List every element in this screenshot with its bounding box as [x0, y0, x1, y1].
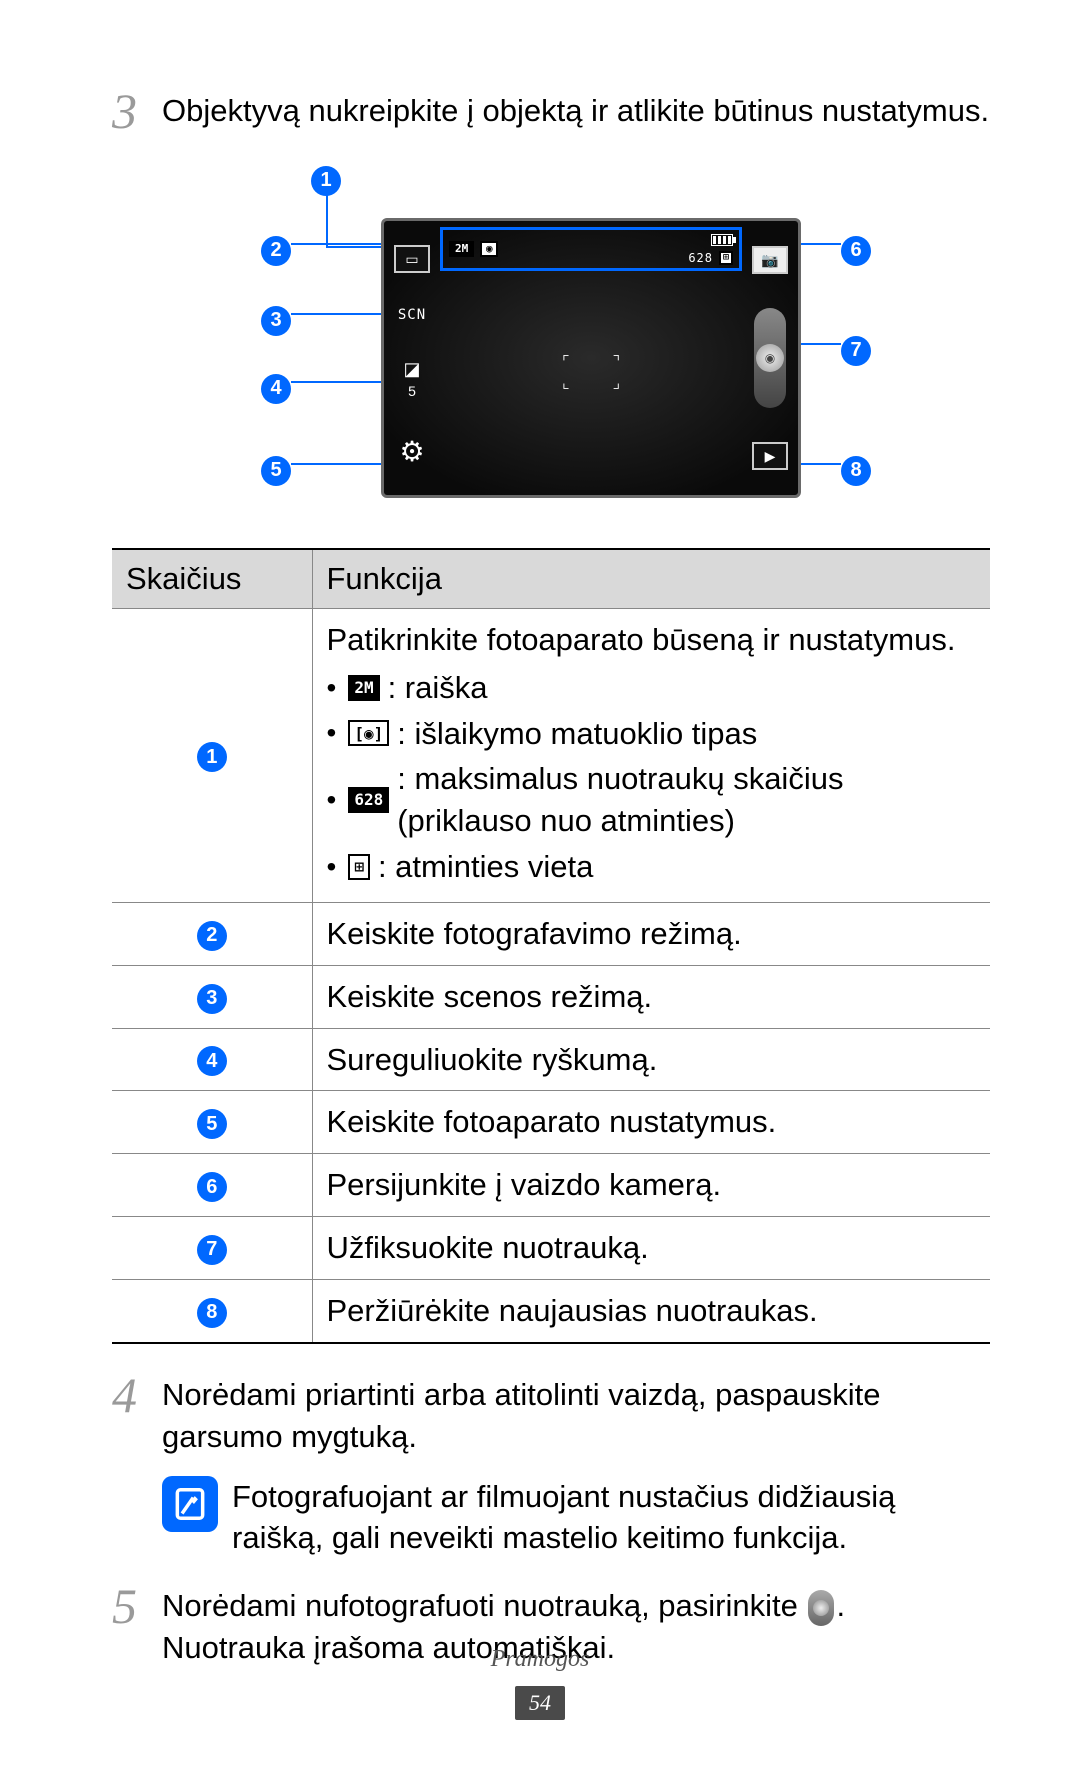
- storage-icon: ⊞: [719, 251, 733, 265]
- step-3-text: Objektyvą nukreipkite į objektą ir atlik…: [162, 90, 990, 132]
- function-table: Skaičius Funkcija 1 Patikrinkite fotoapa…: [112, 548, 990, 1344]
- callout-1-line-v: [326, 188, 328, 246]
- callout-6: 6: [841, 228, 871, 270]
- table-row-5: 5 Keiskite fotoaparato nustatymus.: [112, 1091, 990, 1154]
- row8-text: Peržiūrėkite naujausias nuotraukas.: [312, 1279, 990, 1342]
- note-text: Fotografuojant ar filmuojant nustačius d…: [232, 1476, 990, 1560]
- header-number: Skaičius: [112, 549, 312, 608]
- header-function: Funkcija: [312, 549, 990, 608]
- row1-b1: : raiška: [388, 667, 488, 709]
- camera-screen: 2M ◉ 628 ⊞ ▭ SCN ◪5 ⚙ 📷 ◉ ▶ ⌜⌝⌞⌟: [381, 218, 801, 498]
- row2-text: Keiskite fotografavimo režimą.: [312, 902, 990, 965]
- row5-badge: 5: [197, 1109, 227, 1139]
- step-3-number: 3: [112, 86, 162, 136]
- status-bar: 2M ◉ 628 ⊞: [440, 227, 742, 271]
- scene-mode-button[interactable]: SCN: [398, 306, 426, 325]
- callout-7: 7: [841, 328, 871, 370]
- row4-text: Sureguliuokite ryškumą.: [312, 1028, 990, 1091]
- resolution-icon: 2M: [449, 241, 474, 257]
- step-5-text-after: .: [836, 1588, 845, 1623]
- row3-text: Keiskite scenos režimą.: [312, 965, 990, 1028]
- table-row-3: 3 Keiskite scenos režimą.: [112, 965, 990, 1028]
- row1-b3: : maksimalus nuotraukų skaičius (priklau…: [397, 758, 976, 842]
- storage-mini-icon: ⊞: [348, 854, 370, 880]
- play-icon: ▶: [765, 447, 776, 466]
- callout-7-line: [796, 343, 841, 345]
- callout-8: 8: [841, 448, 871, 490]
- row6-text: Persijunkite į vaizdo kamerą.: [312, 1154, 990, 1217]
- row7-text: Užfiksuokite nuotrauką.: [312, 1217, 990, 1280]
- callout-3-line: [291, 313, 391, 315]
- exposure-button[interactable]: ◪5: [403, 357, 420, 400]
- camera-icon: 📷: [761, 251, 778, 270]
- settings-button[interactable]: ⚙: [399, 433, 424, 471]
- row4-badge: 4: [197, 1046, 227, 1076]
- camera-diagram: 1 2 3 4 5 6 7 8 2M ◉ 628 ⊞ ▭: [201, 158, 901, 518]
- metering-mini-icon: [◉]: [348, 720, 389, 746]
- inline-shutter-icon: [808, 1590, 834, 1626]
- callout-2: 2: [261, 228, 291, 270]
- page-footer: Pramogos 54: [0, 1643, 1080, 1721]
- footer-section: Pramogos: [0, 1643, 1080, 1675]
- step-4: 4 Norėdami priartinti arba atitolinti va…: [112, 1374, 990, 1458]
- callout-3: 3: [261, 298, 291, 340]
- table-row-6: 6 Persijunkite į vaizdo kamerą.: [112, 1154, 990, 1217]
- table-row-4: 4 Sureguliuokite ryškumą.: [112, 1028, 990, 1091]
- step-5-text-before: Norėdami nufotografuoti nuotrauką, pasir…: [162, 1588, 806, 1623]
- footer-page-number: 54: [515, 1686, 565, 1720]
- step-4-number: 4: [112, 1370, 162, 1420]
- callout-5: 5: [261, 448, 291, 490]
- gallery-button[interactable]: ▶: [752, 442, 788, 470]
- step-4-text: Norėdami priartinti arba atitolinti vaiz…: [162, 1374, 990, 1458]
- row1-b4: : atminties vieta: [378, 846, 593, 888]
- note-icon: [162, 1476, 218, 1532]
- count-label: 628: [688, 250, 713, 266]
- row3-badge: 3: [197, 984, 227, 1014]
- callout-5-line: [291, 463, 391, 465]
- row5-text: Keiskite fotoaparato nustatymus.: [312, 1091, 990, 1154]
- shooting-mode-button[interactable]: ▭: [394, 245, 430, 273]
- row1-intro: Patikrinkite fotoaparato būseną ir nusta…: [327, 619, 977, 661]
- callout-8-line: [796, 463, 841, 465]
- callout-2-line: [291, 243, 391, 245]
- row6-badge: 6: [197, 1172, 227, 1202]
- count-mini-icon: 628: [348, 787, 389, 813]
- focus-brackets: ⌜⌝⌞⌟: [561, 350, 621, 394]
- camcorder-button[interactable]: 📷: [752, 246, 788, 274]
- table-row-1: 1 Patikrinkite fotoaparato būseną ir nus…: [112, 608, 990, 902]
- gear-icon: ⚙: [399, 433, 424, 471]
- step-5-number: 5: [112, 1581, 162, 1631]
- metering-icon: ◉: [480, 241, 498, 257]
- callout-6-line: [796, 243, 841, 245]
- table-row-2: 2 Keiskite fotografavimo režimą.: [112, 902, 990, 965]
- table-row-7: 7 Užfiksuokite nuotrauką.: [112, 1217, 990, 1280]
- camera-small-icon: ◉: [765, 350, 775, 366]
- camera-left-toolbar: ▭ SCN ◪5 ⚙: [384, 221, 440, 495]
- callout-4-line: [291, 381, 391, 383]
- battery-icon: [711, 234, 733, 246]
- row1-badge: 1: [197, 742, 227, 772]
- row1-bullets: 2M : raiška [◉] : išlaikymo matuoklio ti…: [327, 667, 977, 888]
- step-3: 3 Objektyvą nukreipkite į objektą ir atl…: [112, 90, 990, 140]
- row7-badge: 7: [197, 1235, 227, 1265]
- camera-right-toolbar: 📷 ◉ ▶: [742, 221, 798, 495]
- table-row-8: 8 Peržiūrėkite naujausias nuotraukas.: [112, 1279, 990, 1342]
- callout-4: 4: [261, 366, 291, 408]
- note-block: Fotografuojant ar filmuojant nustačius d…: [162, 1476, 990, 1560]
- row8-badge: 8: [197, 1298, 227, 1328]
- row2-badge: 2: [197, 921, 227, 951]
- shutter-button[interactable]: ◉: [754, 308, 786, 408]
- row1-b2: : išlaikymo matuoklio tipas: [397, 713, 757, 755]
- resolution-mini-icon: 2M: [348, 675, 379, 701]
